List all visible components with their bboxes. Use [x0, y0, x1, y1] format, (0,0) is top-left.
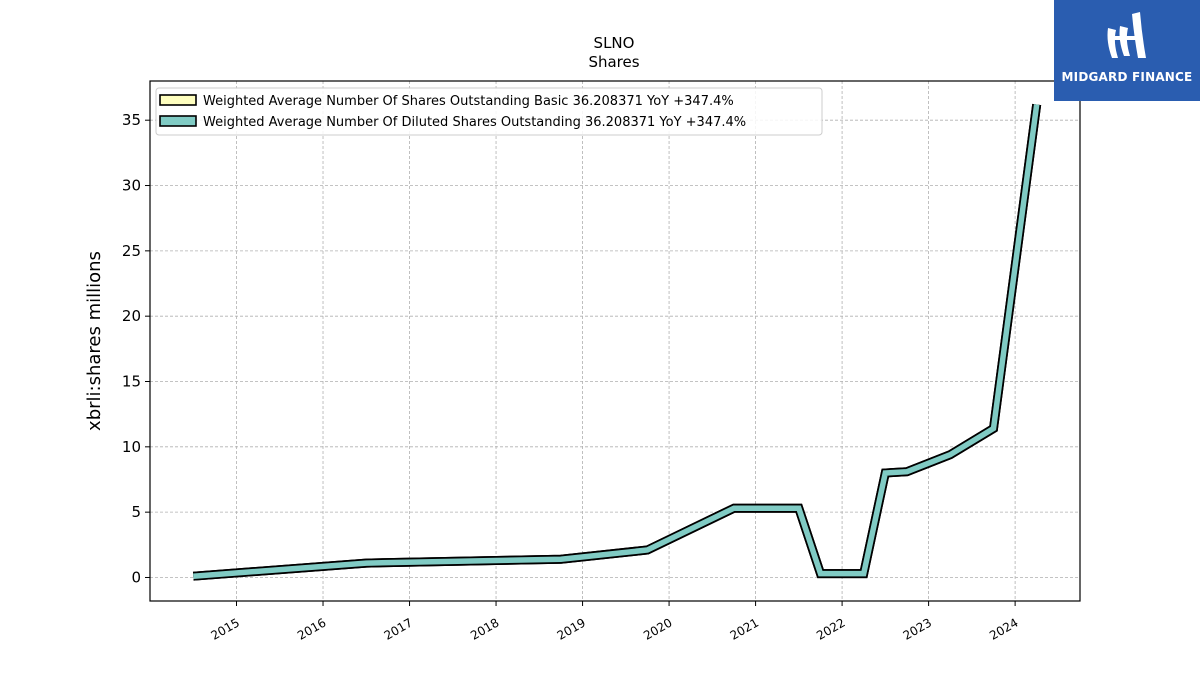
legend-box: [155, 87, 823, 136]
x-tick-label: 2022: [814, 615, 847, 642]
x-tick-label: 2015: [209, 615, 242, 642]
series-layer: [192, 103, 1042, 581]
legend-swatch-1: [159, 115, 197, 127]
x-tick-label: 2017: [382, 615, 415, 642]
y-tick-label: 30: [122, 177, 141, 195]
plot-frame: [149, 80, 1081, 602]
legend-swatch-0: [159, 94, 197, 106]
series-outline-1: [192, 103, 1042, 581]
midgard-logo-icon: [1107, 12, 1146, 58]
y-axis-label: xbrli:shares millions: [84, 251, 105, 431]
series-outline-0: [192, 103, 1042, 581]
y-axis-ticks: 0 5 10 15 20 25 30 35: [122, 111, 150, 586]
chart-subtitle: Shares: [588, 53, 639, 71]
legend: Weighted Average Number Of Shares Outsta…: [155, 87, 823, 136]
x-tick-label: 2016: [295, 615, 328, 642]
y-tick-label: 5: [131, 503, 141, 521]
chart-title: SLNO: [594, 34, 635, 52]
y-tick-label: 35: [122, 111, 141, 129]
x-axis-ticks: 2015 2016 2017 2018 2019 2020 2021 2022 2023 2024: [209, 601, 1021, 643]
x-tick-label: 2023: [901, 615, 934, 642]
y-tick-label: 25: [122, 242, 141, 260]
series-line-0: [193, 104, 1040, 579]
x-tick-label: 2024: [987, 615, 1020, 642]
legend-label-1: Weighted Average Number Of Diluted Share…: [203, 115, 746, 130]
x-tick-label: 2021: [728, 615, 761, 642]
grid-lines: [150, 81, 1080, 601]
y-tick-label: 0: [131, 568, 141, 586]
y-tick-label: 10: [122, 438, 141, 456]
legend-label-0: Weighted Average Number Of Shares Outsta…: [203, 94, 734, 109]
series-line-1: [193, 104, 1040, 579]
y-tick-label: 20: [122, 307, 141, 325]
brand-logo: MIDGARD FINANCE: [1054, 0, 1200, 101]
y-tick-label: 15: [122, 373, 141, 391]
x-tick-label: 2020: [641, 615, 674, 642]
x-tick-label: 2019: [555, 615, 588, 642]
logo-text: MIDGARD FINANCE: [1061, 70, 1193, 84]
x-tick-label: 2018: [468, 615, 501, 642]
